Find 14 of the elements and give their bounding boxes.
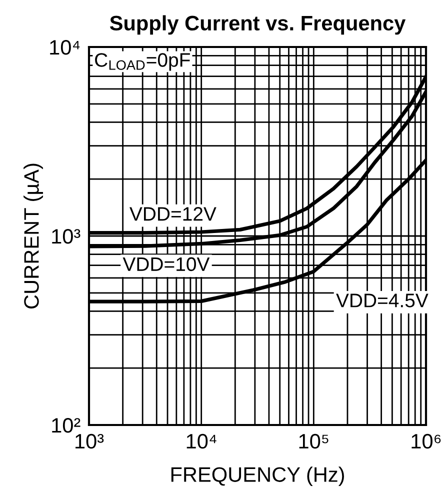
x-tick-label: 10⁶	[412, 434, 441, 449]
series-label: VDD=12V	[130, 207, 216, 221]
y-tick-label: 10²	[52, 418, 80, 433]
y-axis-title: CURRENT (µA)	[24, 164, 43, 308]
y-tick-label: 10³	[52, 229, 80, 244]
y-tick-label: 10⁴	[50, 40, 80, 55]
series-label: VDD=10V	[122, 257, 210, 272]
x-axis-title: FREQUENCY (Hz)	[171, 466, 344, 486]
chart-title: Supply Current vs. Frequency	[110, 15, 406, 35]
x-tick-label: 10⁵	[299, 434, 328, 449]
x-tick-label: 10³	[76, 434, 104, 449]
series-label: VDD=4.5V	[336, 294, 428, 308]
annotation: C$_{LOAD}$=0pF	[95, 53, 190, 71]
x-tick-label: 10⁴	[186, 434, 216, 449]
